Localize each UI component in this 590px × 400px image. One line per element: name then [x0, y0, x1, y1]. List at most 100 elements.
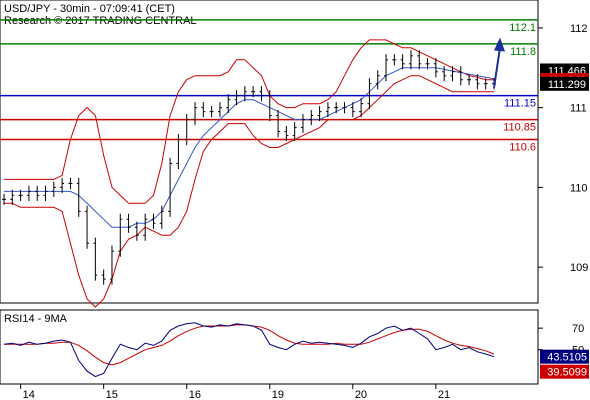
- rsi-ma-value-tag-box: [540, 364, 589, 379]
- price-tick-label-0: 109: [570, 262, 588, 274]
- price-bar: [251, 86, 256, 98]
- price-bar: [325, 102, 330, 118]
- price-bar: [101, 269, 106, 285]
- price-bar: [242, 86, 247, 102]
- projection-arrow-head: [494, 37, 505, 52]
- price-bar: [51, 181, 56, 197]
- price-bar: [10, 189, 15, 205]
- rsi-value-tag: 43.5105: [540, 349, 589, 364]
- rsi-line: [3, 322, 495, 378]
- price-bar: [334, 102, 339, 114]
- rsi-value-tag-box: [540, 349, 589, 364]
- price-bar: [2, 193, 6, 205]
- price-bar: [433, 58, 438, 78]
- price-bar: [367, 78, 372, 110]
- price-bar: [126, 213, 131, 233]
- level-label-4: 110.85: [503, 122, 536, 134]
- price-bar: [35, 185, 40, 201]
- rsi-value-tag-text: 43.5105: [547, 352, 587, 364]
- price-bar: [184, 114, 189, 146]
- level-label-2: 111.8: [510, 46, 536, 58]
- price-bar: [350, 102, 355, 118]
- price-bar: [76, 177, 81, 217]
- price-bar: [159, 205, 164, 229]
- price-bar: [483, 78, 488, 90]
- price-bar: [392, 54, 397, 66]
- price-bar: [60, 177, 65, 193]
- time-tick-label-4: 20: [355, 389, 367, 400]
- price-bar: [475, 74, 480, 90]
- level-label-5: 110.6: [509, 142, 536, 154]
- price-bar: [118, 213, 123, 257]
- price-bar: [201, 102, 206, 118]
- time-tick-label-5: 21: [438, 389, 450, 400]
- price-bar: [93, 237, 98, 281]
- projection-arrow: [493, 37, 505, 88]
- price-bar: [400, 54, 405, 70]
- price-tag-2: 111.299: [540, 76, 589, 91]
- chart-header-line2: Research © 2017 TRADING CENTRAL: [4, 15, 197, 27]
- price-bar: [143, 213, 148, 241]
- price-bar: [109, 245, 114, 285]
- price-bar: [292, 121, 297, 142]
- price-bar: [18, 189, 23, 201]
- projection-arrow-shaft: [493, 47, 501, 88]
- price-bar: [276, 110, 281, 138]
- level-label-3: 111.15: [504, 98, 536, 110]
- time-axis: 14 15 16 19 20 21: [20, 384, 450, 400]
- price-axis: 109 110 111 112: [538, 23, 588, 274]
- price-bar: [151, 213, 156, 229]
- level-label-1: 112.1: [509, 22, 536, 34]
- price-bar: [342, 102, 347, 114]
- price-tick-label-2: 111: [570, 103, 587, 115]
- price-bar: [234, 90, 239, 106]
- price-bar: [417, 50, 422, 70]
- price-bar: [85, 205, 90, 249]
- price-bar: [226, 94, 231, 114]
- time-tick-label-0: 14: [23, 389, 35, 400]
- price-bar: [267, 90, 272, 122]
- rsi-panel-frame: [0, 309, 539, 385]
- moving-average: [4, 67, 495, 228]
- bollinger-upper-line: [4, 39, 494, 204]
- time-tick-label-1: 15: [106, 389, 118, 400]
- moving-average-line: [4, 67, 495, 228]
- price-bar: [467, 74, 472, 86]
- price-bar: [209, 106, 214, 118]
- price-bar: [450, 66, 455, 82]
- price-tick-label-3: 112: [570, 23, 588, 35]
- time-tick-label-2: 16: [189, 389, 201, 400]
- price-tag-box: [540, 76, 589, 91]
- chart-header-line1: USD/JPY - 30min - 07:09:41 (CET): [4, 3, 175, 15]
- price-bar: [193, 102, 198, 126]
- price-tick-label-1: 110: [570, 182, 588, 194]
- price-bar: [176, 133, 181, 170]
- price-bar: [217, 102, 222, 118]
- price-bar: [259, 86, 264, 102]
- price-bars: [2, 50, 496, 285]
- price-bar: [168, 157, 173, 217]
- price-bar: [458, 66, 463, 86]
- price-bar: [425, 58, 430, 70]
- price-bar: [134, 221, 139, 241]
- time-tick-label-3: 19: [272, 389, 284, 400]
- price-bar: [317, 106, 322, 122]
- price-bar: [284, 125, 289, 142]
- rsi-ma-value-tag: 39.5099: [540, 364, 589, 379]
- price-bar: [300, 114, 305, 134]
- price-bar: [408, 50, 413, 70]
- price-bar: [43, 185, 48, 201]
- price-bar: [68, 177, 73, 189]
- level-label-0: 112.5: [509, 0, 536, 2]
- price-bar: [309, 110, 314, 126]
- rsi-panel-label: RSI14 - 9MA: [4, 313, 68, 325]
- bollinger-bands: [4, 39, 494, 308]
- rsi-tick-label-1: 70: [572, 323, 584, 335]
- price-bar: [375, 70, 380, 90]
- price-bar: [26, 185, 31, 201]
- price-tag-value: 111.299: [548, 79, 586, 91]
